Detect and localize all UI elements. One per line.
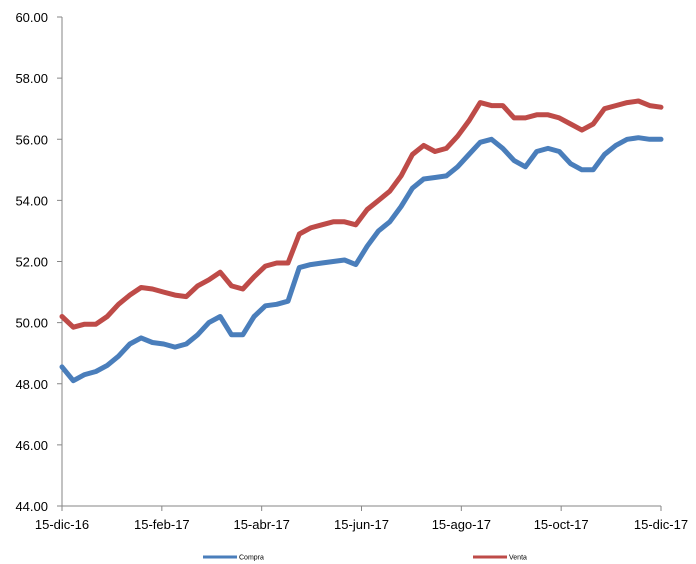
y-tick-label: 48.00 (15, 377, 48, 392)
x-tick-label: 15-abr-17 (233, 517, 289, 532)
series-layer (59, 98, 664, 384)
x-tick-label: 15-oct-17 (534, 517, 589, 532)
series-line-venta (59, 98, 664, 330)
y-tick-label: 60.00 (15, 10, 48, 25)
y-tick-label: 58.00 (15, 71, 48, 86)
y-tick-label: 50.00 (15, 316, 48, 331)
x-tick-label: 15-dic-16 (35, 517, 89, 532)
y-axis: 44.00 46.00 48.00 50.00 52.00 54.00 56.00 58.00… (15, 10, 63, 514)
x-tick-label: 15-ago-17 (432, 517, 491, 532)
y-tick-label: 56.00 (15, 132, 48, 147)
y-tick-label: 52.00 (15, 255, 48, 270)
x-tick-label: 15-jun-17 (334, 517, 389, 532)
series-line-compra (59, 135, 664, 384)
legend-label-venta: Venta (509, 555, 527, 562)
x-axis: 15-dic-16 15-feb-17 15-abr-17 15-jun-17 15-a… (35, 505, 688, 532)
legend-label-compra: Compra (239, 555, 264, 562)
x-tick-label: 15-dic-17 (634, 517, 688, 532)
legend: Compra Venta (203, 555, 527, 562)
x-tick-label: 15-feb-17 (134, 517, 190, 532)
y-tick-label: 46.00 (15, 438, 48, 453)
y-tick-label: 54.00 (15, 193, 48, 208)
y-tick-label: 44.00 (15, 499, 48, 514)
